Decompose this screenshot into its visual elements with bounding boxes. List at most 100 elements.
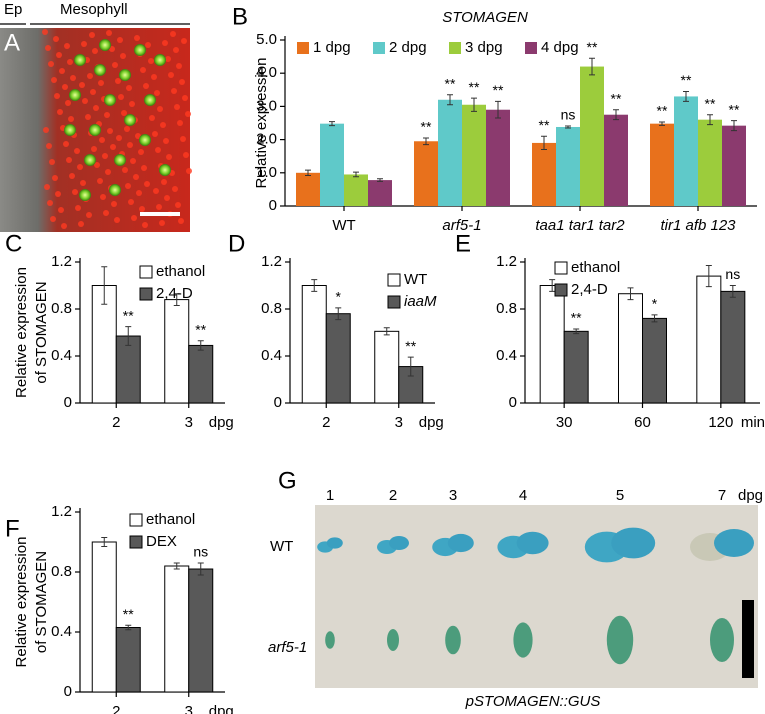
red-cell	[175, 202, 181, 208]
y-axis-label: Relative expression	[13, 267, 30, 398]
x-tick-label: 3	[185, 703, 193, 714]
red-cell	[127, 142, 133, 148]
red-cell	[112, 62, 118, 68]
red-cell	[90, 89, 96, 95]
y-tick-label: 0	[64, 394, 72, 411]
green-cell	[124, 114, 136, 126]
charts: B STOMAGEN Relative expression 0 1.0 2.0 3.0 4.…	[5, 3, 765, 714]
legend-swatch	[554, 261, 568, 275]
red-cell	[102, 153, 108, 159]
error-bar	[173, 562, 180, 570]
bar	[539, 285, 565, 404]
x-tick-label: arf5-1	[442, 217, 481, 234]
y-tick-label: 0	[274, 394, 282, 411]
error-bar	[335, 307, 342, 321]
green-cell	[144, 94, 156, 106]
error-bar	[707, 114, 713, 126]
significance: **	[587, 39, 598, 55]
green-cell	[159, 164, 171, 176]
bar	[674, 96, 698, 206]
red-cell	[155, 147, 161, 153]
bar	[374, 330, 400, 404]
red-cell	[124, 126, 130, 132]
red-cell	[82, 98, 88, 104]
row-label: WT	[270, 538, 293, 555]
chart-title: STOMAGEN	[442, 9, 528, 26]
red-cell	[53, 36, 59, 42]
red-cell	[125, 183, 131, 189]
error-bar	[705, 265, 712, 288]
error-bar	[197, 340, 204, 351]
red-cell	[143, 83, 149, 89]
red-cell	[97, 178, 103, 184]
red-cell	[116, 135, 122, 141]
red-cell	[115, 78, 121, 84]
legend-swatch	[387, 295, 401, 309]
red-cell	[94, 162, 100, 168]
error-bar	[683, 90, 689, 102]
x-tick-label: 3	[185, 414, 193, 431]
red-cell	[107, 128, 113, 134]
x-tick-label: tir1 afb 123	[660, 217, 736, 234]
red-cell	[186, 168, 192, 174]
red-cell	[74, 148, 80, 154]
red-cell	[164, 195, 170, 201]
red-cell	[182, 95, 188, 101]
error-bar	[173, 293, 180, 306]
red-cell	[87, 73, 93, 79]
error-bar	[377, 178, 383, 182]
legend-label: DEX	[146, 533, 177, 550]
x-unit: dpg	[209, 414, 234, 431]
y-tick-label: 0.4	[496, 347, 517, 364]
error-bar	[541, 135, 547, 151]
green-cell	[139, 134, 151, 146]
red-cell	[122, 167, 128, 173]
red-cell	[148, 58, 154, 64]
error-bar	[659, 121, 665, 126]
error-bar	[305, 169, 311, 176]
error-bar	[447, 94, 453, 106]
red-cell	[178, 218, 184, 224]
bar	[698, 119, 722, 206]
significance: **	[705, 95, 716, 111]
y-tick-label: 0.8	[51, 563, 72, 580]
red-cell	[85, 114, 91, 120]
red-cell	[42, 29, 48, 35]
day-label: 7	[718, 487, 726, 504]
significance: ns	[561, 107, 576, 123]
bar	[188, 344, 214, 404]
x-tick-label: 2	[322, 414, 330, 431]
x-tick-label: 60	[634, 414, 651, 431]
significance: **	[421, 119, 432, 135]
green-cell	[94, 64, 106, 76]
red-cell	[68, 116, 74, 122]
red-cell	[59, 68, 65, 74]
red-cell	[100, 194, 106, 200]
red-cell	[55, 191, 61, 197]
significance: **	[729, 101, 740, 117]
significance: **	[195, 321, 206, 337]
bar	[696, 275, 722, 404]
red-cell	[105, 169, 111, 175]
x-tick-label: 30	[556, 414, 573, 431]
row-label: arf5-1	[268, 639, 307, 656]
y-tick-label: 1.2	[261, 253, 282, 270]
y-tick-label: 0.8	[496, 300, 517, 317]
red-cell	[98, 80, 104, 86]
red-cell	[114, 217, 120, 223]
red-cell	[75, 205, 81, 211]
panel-letter: G	[278, 467, 297, 494]
seedling	[445, 625, 461, 655]
red-cell	[120, 53, 126, 59]
red-cell	[183, 152, 189, 158]
red-cell	[139, 206, 145, 212]
green-cell	[89, 124, 101, 136]
x-tick-label: taa1 tar1 tar2	[535, 217, 625, 234]
red-cell	[163, 138, 169, 144]
red-cell	[80, 180, 86, 186]
y-tick-label: 0	[269, 197, 277, 214]
error-bar	[613, 109, 619, 121]
red-cell	[61, 223, 67, 229]
y-tick-label: 0.4	[51, 347, 72, 364]
